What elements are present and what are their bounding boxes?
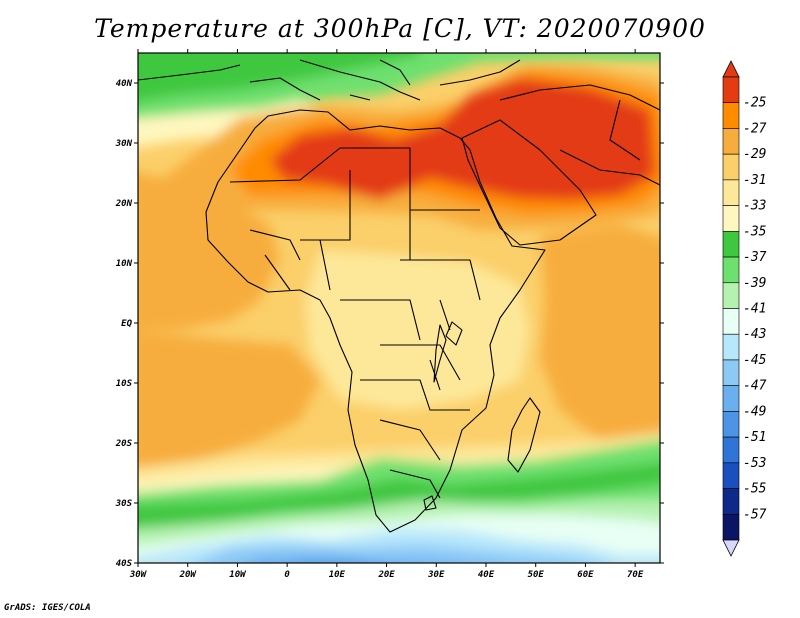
lon-tick-label: 30E — [427, 570, 445, 580]
colorbar-label: -57 — [743, 507, 767, 522]
lat-tick-label: EQ — [121, 319, 132, 329]
colorbar-bin — [722, 205, 740, 232]
colorbar-bin — [722, 256, 740, 284]
colorbar-label: -25 — [743, 96, 767, 111]
lon-tick-label: 10E — [329, 570, 346, 580]
colorbar-bin — [722, 385, 740, 412]
colorbar-bin — [722, 308, 740, 335]
colorbar-label: -53 — [743, 456, 766, 471]
lat-tick-label: 20S — [115, 439, 133, 449]
latitude-ticks: 40N 30N 20N 10N EQ 10S 20S 30S 40S — [115, 79, 664, 569]
temperature-field — [138, 53, 660, 563]
colorbar-label: -43 — [743, 327, 766, 342]
lon-tick-label: 10W — [229, 570, 247, 580]
map-title: Temperature at 300hPa [C], VT: 202007090… — [94, 14, 706, 43]
lat-tick-label: 20N — [115, 199, 133, 209]
colorbar-label: -29 — [743, 147, 766, 162]
colorbar-bin — [722, 462, 740, 489]
lon-tick-label: 20E — [377, 570, 395, 580]
lon-tick-label: 60E — [577, 570, 594, 580]
colorbar: -25 -27 -29 -31 -33 -35 -37 -39 -41 -43 -45 -47 -49 -… — [722, 60, 767, 557]
colorbar-label: -47 — [743, 379, 767, 394]
colorbar-label: -41 — [743, 302, 766, 317]
colorbar-top-arrow — [722, 60, 740, 78]
colorbar-label: -33 — [743, 199, 766, 214]
lat-tick-label: 10S — [116, 379, 133, 389]
map-frame — [137, 52, 661, 564]
colorbar-bin — [722, 359, 740, 386]
colorbar-bin — [722, 76, 740, 104]
colorbar-label: -51 — [743, 430, 766, 445]
lat-tick-label: 30N — [115, 139, 133, 149]
lat-tick-label: 40N — [116, 79, 133, 89]
lon-tick-label: 20W — [179, 570, 198, 580]
lon-tick-label: 30W — [129, 570, 148, 580]
lon-tick-label: 40E — [478, 570, 495, 580]
colorbar-bin — [722, 411, 740, 438]
colorbar-label: -31 — [743, 173, 766, 188]
colorbar-bin — [722, 179, 740, 206]
colorbar-bin — [722, 436, 740, 464]
colorbar-bin — [722, 488, 740, 515]
colorbar-bin — [722, 333, 740, 361]
lat-tick-label: 40S — [116, 559, 133, 569]
lon-tick-label: 50E — [528, 570, 545, 580]
colorbar-label: -45 — [743, 353, 767, 368]
colorbar-label: -39 — [743, 276, 766, 291]
colorbar-label: -35 — [743, 224, 767, 239]
colorbar-bin — [722, 102, 740, 129]
colorbar-label: -27 — [743, 121, 767, 136]
colorbar-bin — [722, 513, 740, 541]
lat-tick-label: 10N — [116, 259, 133, 269]
colorbar-bin — [722, 231, 740, 258]
lon-tick-label: 70E — [627, 570, 644, 580]
longitude-ticks: 30W 20W 10W 0 10E 20E 30E 40E 50E 60E 70E — [129, 49, 644, 580]
colorbar-bottom-arrow — [722, 539, 740, 557]
colorbar-bin — [722, 153, 740, 181]
colorbar-bin — [722, 128, 740, 155]
coastlines — [138, 59, 660, 533]
colorbar-label: -55 — [743, 482, 767, 497]
colorbar-bin — [722, 282, 740, 309]
colorbar-label: -49 — [743, 404, 766, 419]
lat-tick-label: 30S — [115, 499, 133, 509]
colorbar-label: -37 — [743, 250, 767, 265]
credit-text: GrADS: IGES/COLA — [4, 603, 91, 613]
lon-tick-label: 0 — [284, 570, 290, 580]
